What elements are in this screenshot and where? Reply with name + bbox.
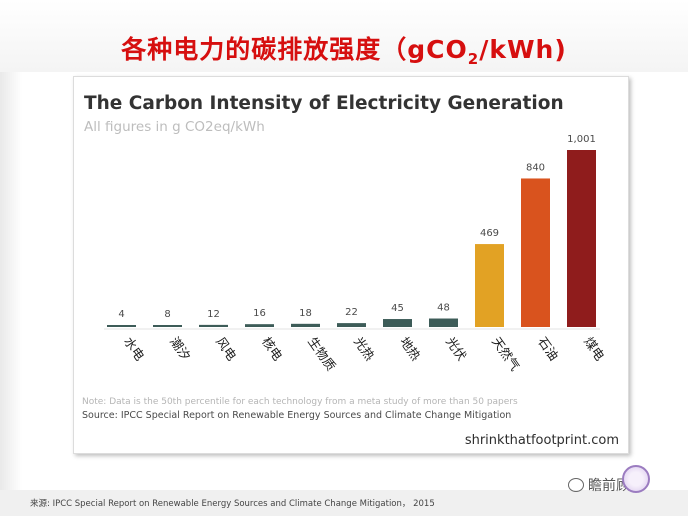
category-label: 光伏 <box>443 334 470 363</box>
chart-subtitle: All figures in g CO2eq/kWh <box>84 119 265 135</box>
category-label: 天然气 <box>489 334 523 374</box>
slide-left-band <box>0 72 22 492</box>
bar-7 <box>383 319 412 327</box>
value-label: 4 <box>118 309 124 320</box>
wechat-icon <box>568 478 584 492</box>
source-line: 来源: IPCC Special Report on Renewable Ene… <box>30 499 435 509</box>
value-label: 840 <box>526 162 545 173</box>
slide-title-end: /kWh) <box>479 35 567 64</box>
category-label: 水电 <box>121 334 148 363</box>
category-label: 核电 <box>259 334 286 363</box>
caption-band <box>0 490 688 516</box>
chart-note: Note: Data is the 50th percentile for ea… <box>82 397 518 407</box>
bar-11 <box>567 150 596 327</box>
bar-1 <box>107 325 136 327</box>
bars-layer: 4 水电 8 潮汐 12 风电 16 核电 18 生物质 22 光热 45 地热 48 光伏 469 天然气 840… <box>107 134 608 374</box>
value-label: 469 <box>480 228 499 239</box>
category-label: 风电 <box>213 334 240 363</box>
category-label: 潮汐 <box>167 334 194 363</box>
university-seal-logo <box>622 465 650 493</box>
bar-10 <box>521 178 550 327</box>
bar-2 <box>153 325 182 327</box>
value-label: 1,001 <box>567 134 596 145</box>
chart-source: Source: IPCC Special Report on Renewable… <box>82 410 511 421</box>
value-label: 45 <box>391 303 404 314</box>
category-label: 煤电 <box>581 334 608 363</box>
slide-title-subscript: 2 <box>467 50 480 68</box>
chart-title: The Carbon Intensity of Electricity Gene… <box>84 93 564 114</box>
slide-title: 各种电力的碳排放强度（gCO2/kWh) <box>0 30 688 68</box>
category-label: 生物质 <box>305 334 339 373</box>
value-label: 12 <box>207 309 220 320</box>
category-label: 光热 <box>351 334 378 363</box>
bar-6 <box>337 323 366 327</box>
category-label: 地热 <box>397 334 424 363</box>
bar-5 <box>291 323 320 327</box>
value-label: 18 <box>299 308 312 319</box>
value-label: 48 <box>437 303 450 314</box>
slide-header-band <box>0 0 688 72</box>
slide-title-main: 各种电力的碳排放强度（gCO <box>121 35 468 64</box>
category-label: 石油 <box>535 334 562 363</box>
chart-frame: The Carbon Intensity of Electricity Gene… <box>73 76 629 454</box>
bar-3 <box>199 324 228 327</box>
value-label: 22 <box>345 307 358 318</box>
value-label: 8 <box>164 309 170 320</box>
bar-8 <box>429 318 458 327</box>
value-label: 16 <box>253 308 266 319</box>
bar-4 <box>245 324 274 327</box>
bar-9 <box>475 244 504 327</box>
bar-chart: The Carbon Intensity of Electricity Gene… <box>82 93 619 448</box>
chart-website: shrinkthatfootprint.com <box>465 433 619 448</box>
